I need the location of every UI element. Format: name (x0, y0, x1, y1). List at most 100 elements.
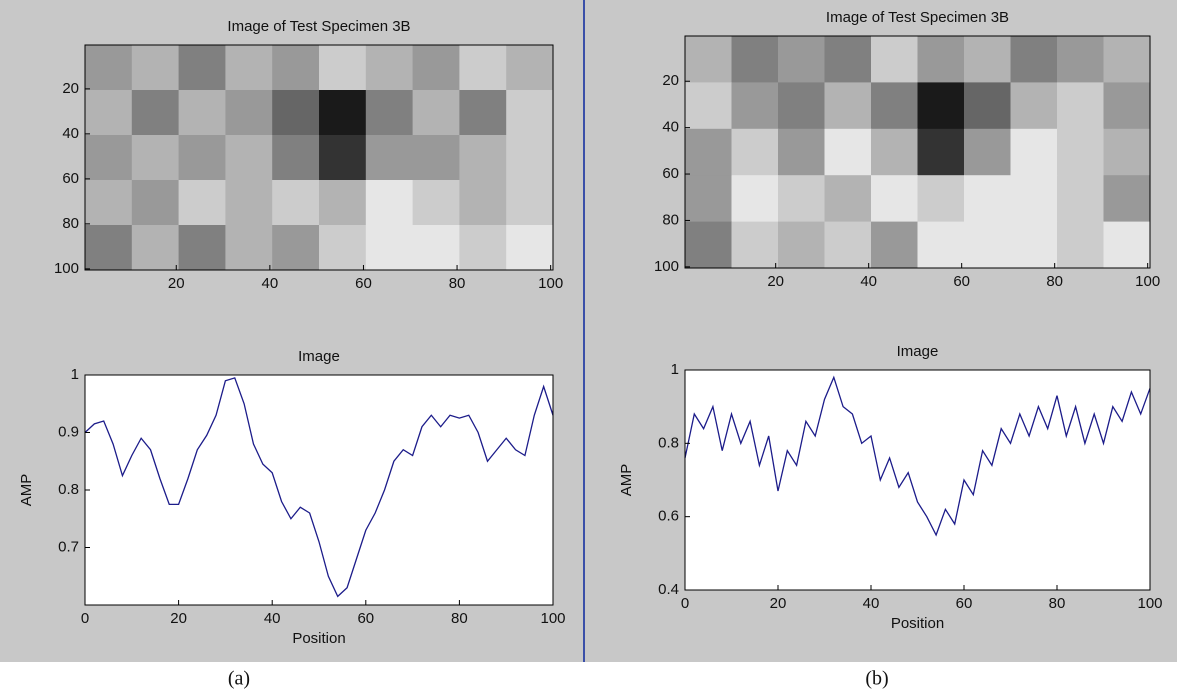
heatmap-cell (824, 128, 872, 176)
heatmap-cell (778, 175, 825, 223)
heatmap-cell (412, 90, 460, 136)
heatmap-cell (365, 135, 414, 181)
heatmap-cell (412, 45, 460, 91)
heatmap-cell (1010, 175, 1058, 223)
y-tick-label: 100 (654, 258, 679, 275)
heatmap-cell (459, 45, 507, 91)
heatmap-cell (917, 36, 965, 83)
x-tick-label: 20 (168, 275, 185, 292)
heatmap-cell (964, 128, 1011, 176)
heatmap-cell (412, 180, 460, 226)
heatmap-cell (131, 135, 180, 181)
y-tick-label: 80 (62, 215, 79, 232)
heatmap-cell (1103, 36, 1151, 83)
heatmap-cell (917, 128, 965, 176)
heatmap-cell (824, 221, 872, 269)
heatmap-cell (1103, 82, 1151, 130)
heatmap-cell (685, 128, 732, 176)
heatmap-cell (85, 180, 133, 226)
heatmap-cell (1057, 128, 1104, 176)
x-axis-label: Position (891, 615, 944, 632)
x-tick-label: 0 (681, 595, 689, 612)
heatmap-cell (225, 225, 273, 271)
heatmap-cell (1103, 128, 1151, 176)
heatmap-cell (778, 221, 825, 269)
heatmap-cell (272, 90, 320, 136)
x-tick-label: 20 (770, 595, 787, 612)
heatmap-cell (1010, 221, 1058, 269)
heatmap-cell (685, 175, 732, 223)
heatmap-cell (506, 45, 554, 91)
x-tick-label: 80 (1046, 273, 1063, 290)
heatmap-cell (778, 82, 825, 130)
x-tick-label: 60 (355, 275, 372, 292)
x-tick-label: 60 (357, 610, 374, 627)
heatmap-cell (917, 221, 965, 269)
heatmap-cell (964, 36, 1011, 83)
heatmap-cell (731, 36, 779, 83)
heatmap-cell (506, 225, 554, 271)
heatmap-cell (319, 180, 367, 226)
heatmap-cell (365, 225, 414, 271)
heatmap-cell (459, 90, 507, 136)
heatmap-cell (459, 135, 507, 181)
y-tick-label: 60 (62, 170, 79, 187)
heatmap-cell (365, 180, 414, 226)
y-tick-label: 0.6 (658, 508, 679, 525)
heatmap-cell (871, 82, 918, 130)
axes-frame (684, 35, 1151, 269)
heatmap-cell (731, 82, 779, 130)
heatmap-cell (178, 45, 226, 91)
heatmap-cell (131, 45, 180, 91)
heatmap-cell (365, 90, 414, 136)
y-tick-label: 20 (62, 80, 79, 97)
plot-area (85, 375, 553, 605)
heatmap-cell (778, 128, 825, 176)
heatmap-cell (1057, 82, 1104, 130)
heatmap-cell (412, 135, 460, 181)
heatmap-cell (685, 82, 732, 130)
x-tick-label: 60 (953, 273, 970, 290)
y-tick-label: 100 (54, 260, 79, 277)
heatmap-cell (85, 225, 133, 271)
y-tick-label: 0.7 (58, 538, 79, 555)
x-tick-label: 80 (1049, 595, 1066, 612)
chart-title: Image of Test Specimen 3B (826, 9, 1009, 26)
y-axis-label: AMP (18, 474, 35, 507)
heatmap-cell (964, 82, 1011, 130)
heatmap-cell (1103, 175, 1151, 223)
heatmap-cell (1010, 128, 1058, 176)
x-tick-label: 40 (262, 275, 279, 292)
heatmap-cell (871, 221, 918, 269)
heatmap-cell (917, 175, 965, 223)
y-tick-label: 0.8 (658, 434, 679, 451)
heatmap-cell (871, 128, 918, 176)
line (684, 375, 1151, 537)
heatmap-cell (1057, 36, 1104, 83)
x-tick-label: 20 (767, 273, 784, 290)
x-tick-label: 80 (451, 610, 468, 627)
y-tick-label: 1 (71, 366, 79, 383)
heatmap-cell (506, 90, 554, 136)
x-tick-label: 100 (538, 275, 563, 292)
heatmap-cell (178, 135, 226, 181)
x-tick-label: 0 (81, 610, 89, 627)
x-tick-label: 100 (1137, 595, 1162, 612)
heatmap-cell (1103, 221, 1151, 269)
heatmap-cell (778, 36, 825, 83)
chart-title: Image (897, 343, 939, 360)
heatmap-cell (685, 36, 732, 83)
y-tick-label: 0.8 (58, 481, 79, 498)
heatmap-cell (225, 180, 273, 226)
y-tick-label: 0.9 (58, 423, 79, 440)
heatmap-cell (1057, 221, 1104, 269)
heatmap-cell (178, 225, 226, 271)
x-tick-label: 80 (449, 275, 466, 292)
heatmap-cell (459, 225, 507, 271)
heatmap-cell (412, 225, 460, 271)
heatmap-cell (319, 225, 367, 271)
line (84, 377, 554, 598)
x-axis-label: Position (292, 630, 345, 647)
y-tick-label: 40 (662, 119, 679, 136)
